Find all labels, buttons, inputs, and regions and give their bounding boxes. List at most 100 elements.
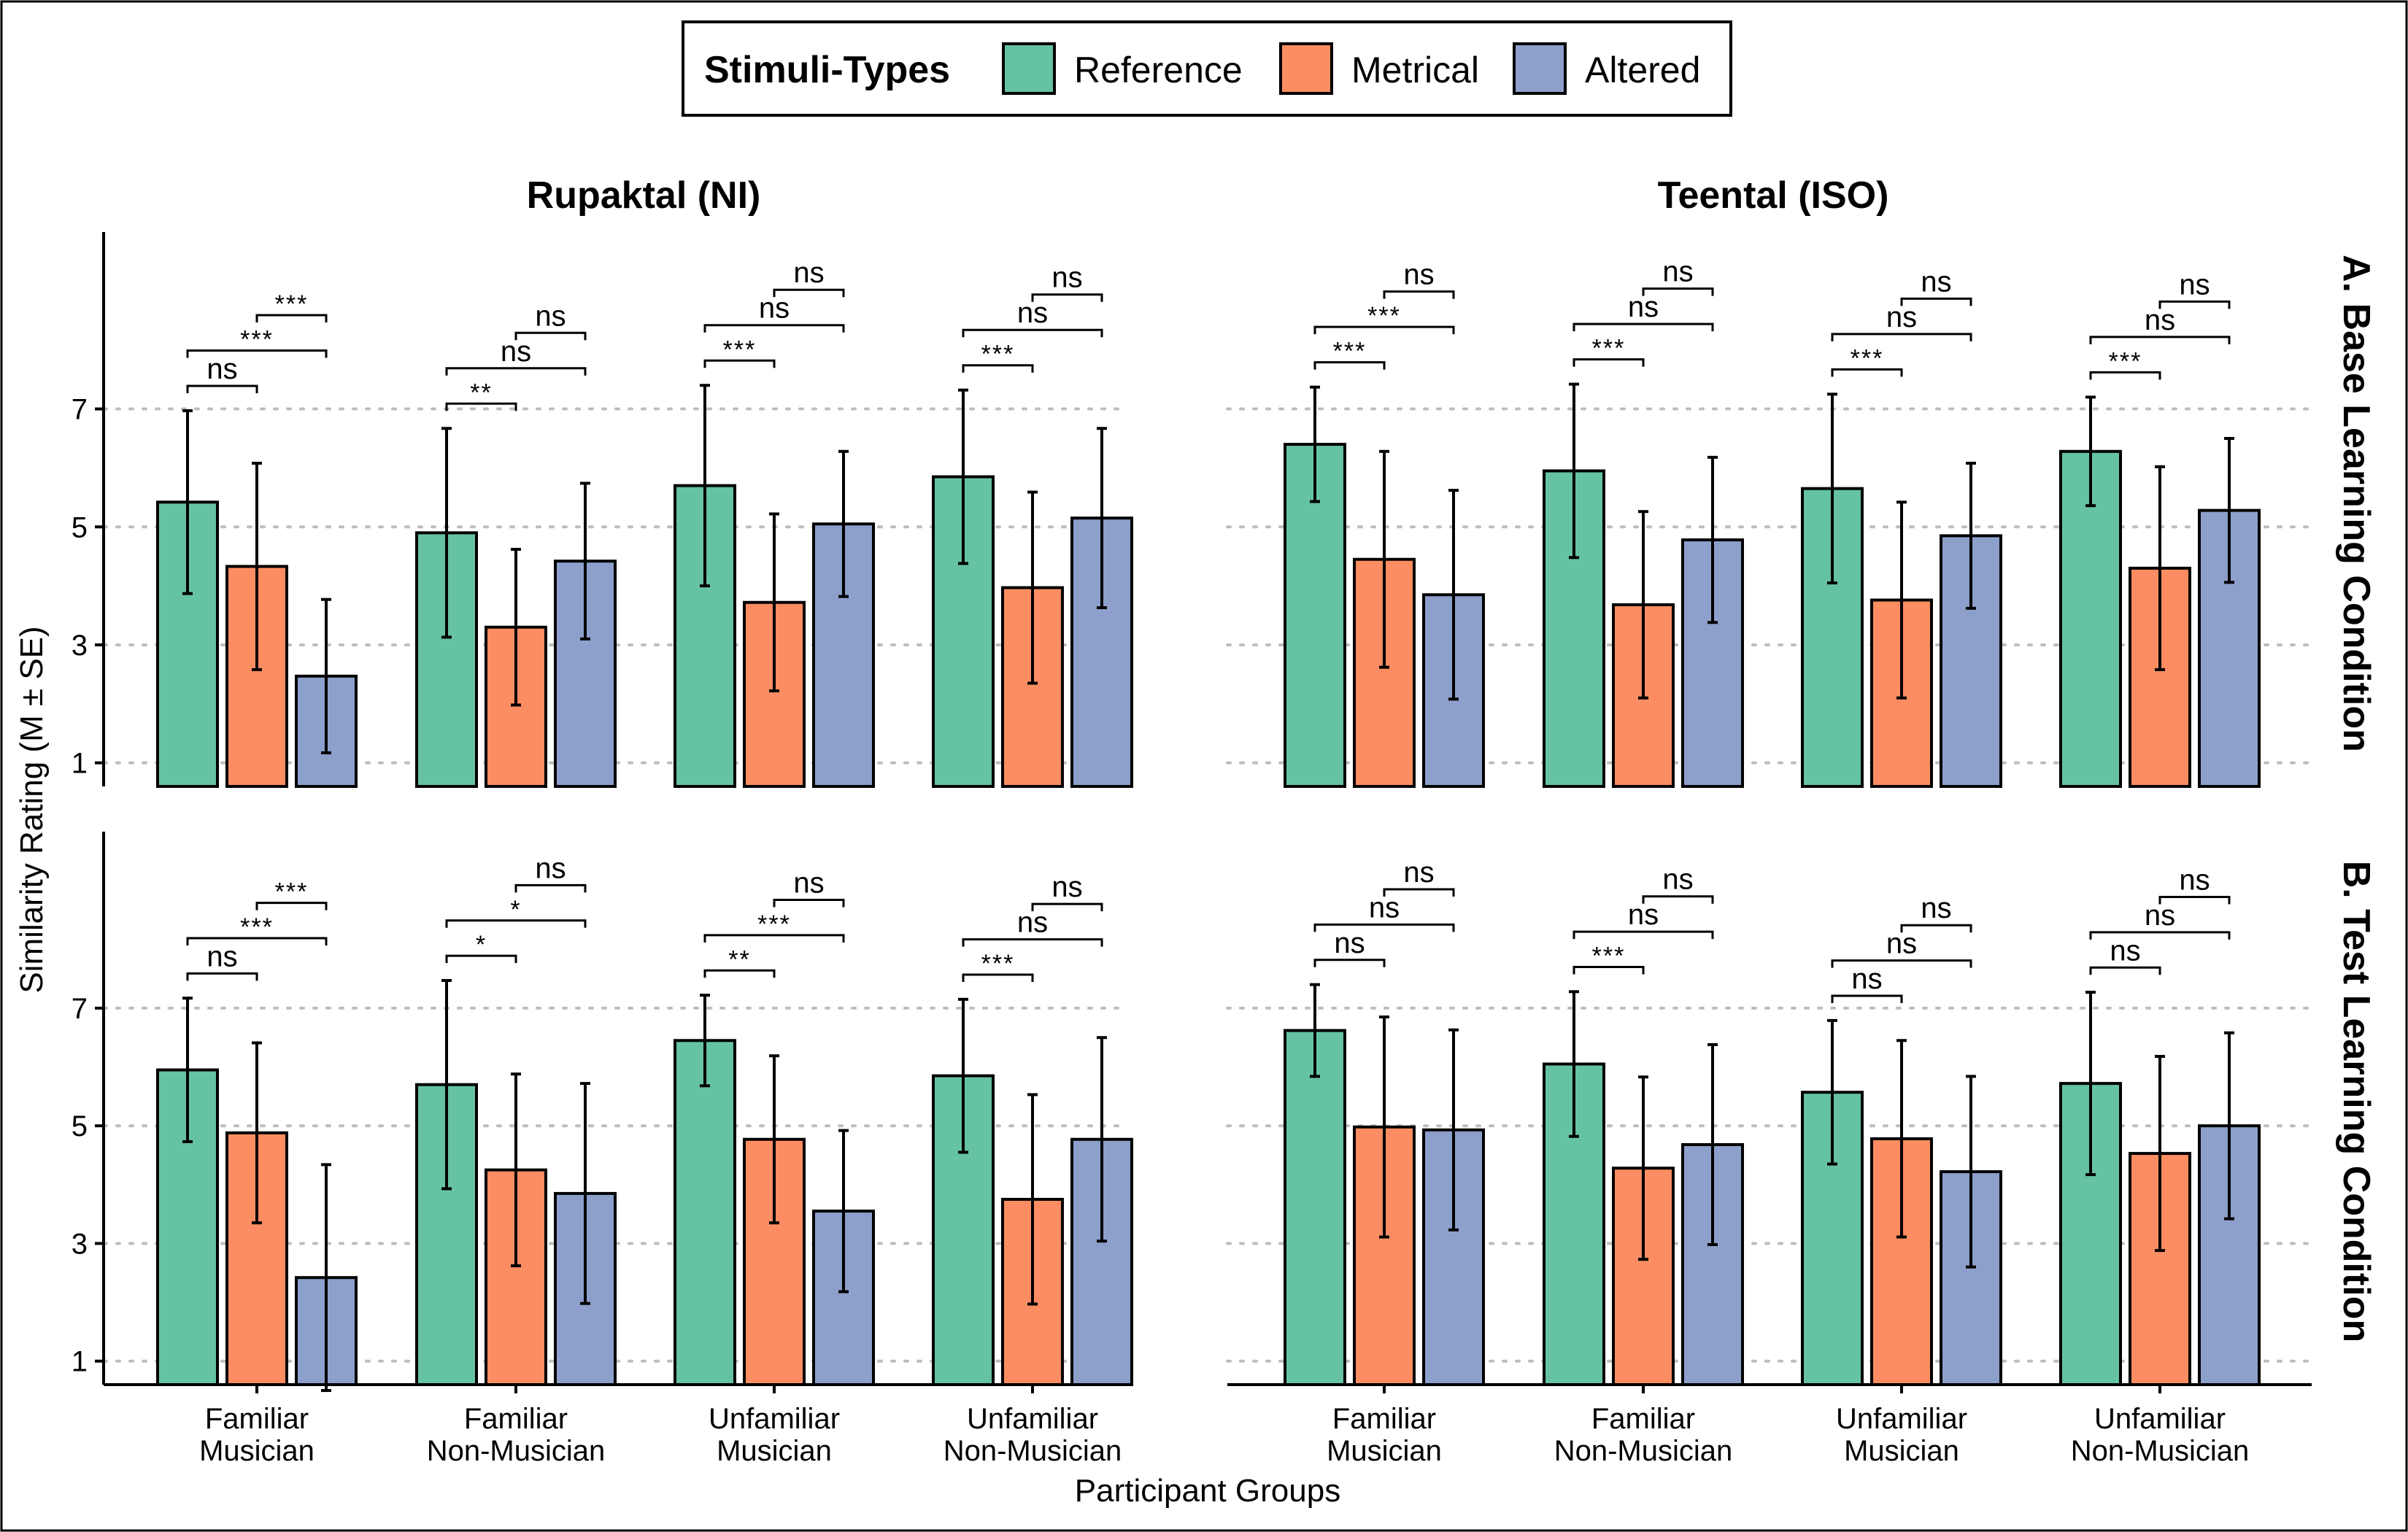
significance-bracket (1383, 888, 1455, 897)
significance-bracket (445, 367, 587, 376)
significance-label: ns (1851, 963, 1882, 995)
significance-label: ns (1628, 291, 1659, 323)
significance-label: ns (2179, 864, 2210, 897)
bar (2059, 449, 2122, 788)
x-tick-label: Familiar (1591, 1403, 1695, 1435)
x-tick-label: Musician (1327, 1435, 1442, 1467)
significance-bracket (1900, 924, 1972, 933)
legend-swatch-metrical (1279, 42, 1333, 95)
significance-label: ns (1662, 864, 1693, 896)
significance-label: ns (501, 336, 531, 368)
y-tick-label: 5 (72, 1110, 88, 1142)
bar (485, 1168, 547, 1386)
column-title-rupaktal: Rupaktal (NI) (527, 174, 761, 217)
significance-bracket (1900, 297, 1972, 306)
x-tick-label: Familiar (205, 1403, 309, 1435)
column-title-teental: Teental (ISO) (1658, 174, 1889, 217)
significance-bracket (962, 328, 1103, 338)
significance-bracket (703, 934, 845, 943)
significance-bracket (2158, 896, 2231, 905)
x-tick-label: Familiar (464, 1403, 568, 1435)
significance-bracket (1313, 325, 1455, 335)
significance-label: *** (1592, 942, 1626, 970)
significance-bracket (703, 969, 776, 978)
significance-label: *** (240, 326, 274, 354)
significance-bracket (255, 902, 328, 910)
significance-bracket (773, 899, 845, 908)
bar (674, 1039, 736, 1387)
x-tick-label: Non-Musician (2071, 1435, 2250, 1467)
x-tick-label: Unfamiliar (2094, 1403, 2226, 1435)
significance-bracket (1642, 287, 1714, 296)
significance-bracket (1831, 959, 1972, 968)
legend-swatch-altered (1513, 42, 1567, 95)
significance-label: ns (1334, 927, 1365, 959)
significance-label: *** (981, 341, 1015, 368)
legend: Stimuli-Types Reference Metrical Altered (682, 20, 1732, 117)
y-tick-label: 1 (72, 1346, 88, 1378)
significance-bracket (445, 402, 517, 411)
x-tick-label: Non-Musician (1554, 1435, 1733, 1467)
significance-bracket (1572, 322, 1714, 332)
x-tick-label: Familiar (1332, 1403, 1436, 1435)
y-tick-label: 1 (72, 748, 88, 780)
x-axis-title: Participant Groups (1075, 1473, 1340, 1509)
significance-bracket (962, 364, 1034, 373)
significance-bracket (445, 919, 587, 928)
significance-bracket (186, 972, 258, 981)
significance-label: ns (1403, 259, 1434, 291)
significance-label: *** (1851, 344, 1884, 372)
significance-label: ns (1886, 301, 1917, 333)
significance-label: *** (981, 950, 1015, 978)
significance-bracket (703, 324, 845, 333)
significance-bracket (773, 288, 845, 298)
plot-panels: 1357ns********nsns***nsns***nsns******ns… (72, 232, 2313, 1467)
x-tick-label: Musician (717, 1435, 832, 1467)
significance-bracket (1831, 333, 1972, 341)
significance-bracket (2089, 371, 2161, 380)
significance-label: ns (1921, 266, 1951, 298)
significance-label: *** (240, 913, 274, 941)
legend-label-metrical: Metrical (1351, 50, 1479, 90)
y-tick-label: 5 (72, 511, 88, 543)
significance-label: *** (1367, 302, 1401, 330)
legend-label-reference: Reference (1074, 50, 1243, 90)
x-tick-label: Unfamiliar (1836, 1403, 1967, 1435)
significance-label: *** (757, 910, 791, 938)
significance-bracket (2089, 336, 2231, 344)
panel-test-rupaktal: 1357ns******FamiliarMusician**nsFamiliar… (72, 832, 1133, 1467)
significance-bracket (703, 359, 776, 368)
significance-label: ns (1369, 891, 1400, 924)
significance-label: ns (1017, 297, 1048, 329)
x-tick-label: Non-Musician (427, 1435, 606, 1467)
significance-bracket (514, 331, 587, 341)
significance-label: * (510, 896, 521, 924)
y-axis-title: Similarity Rating (M ± SE) (14, 626, 50, 993)
y-tick-label: 3 (72, 630, 88, 662)
significance-bracket (962, 938, 1103, 947)
row-label-base: A. Base Learning Condition (2335, 255, 2377, 752)
significance-bracket (1313, 923, 1455, 932)
bar (156, 1068, 219, 1386)
significance-label: *** (275, 878, 309, 906)
bar (1284, 1029, 1346, 1387)
significance-label: ** (728, 945, 750, 973)
significance-label: ns (793, 257, 824, 289)
significance-label: ns (1017, 907, 1048, 939)
significance-bracket (1313, 959, 1386, 967)
significance-label: *** (1592, 335, 1626, 363)
significance-bracket (1031, 902, 1103, 912)
significance-bracket (1572, 358, 1645, 367)
x-tick-label: Unfamiliar (709, 1403, 840, 1435)
significance-bracket (2158, 300, 2231, 309)
significance-label: ns (1051, 262, 1082, 294)
significance-bracket (1572, 930, 1714, 940)
significance-label: *** (2109, 347, 2142, 375)
significance-label: ns (1662, 256, 1693, 288)
significance-label: ns (1886, 928, 1917, 960)
legend-swatch-reference (1002, 42, 1056, 95)
significance-bracket (1383, 290, 1455, 299)
significance-bracket (1642, 895, 1714, 904)
